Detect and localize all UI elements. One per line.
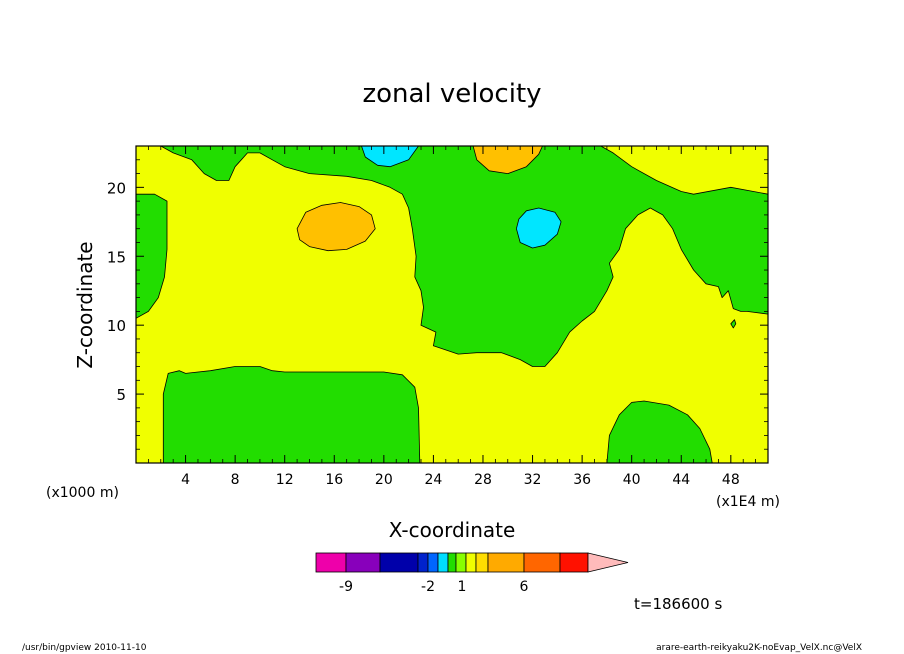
y-axis-label: Z-coordinate (73, 241, 97, 368)
x-tick-label: 24 (424, 472, 442, 488)
y-tick-label: 5 (116, 386, 126, 404)
colorbar-segment (559, 552, 589, 573)
colorbar-segment (487, 552, 525, 573)
contour-region-o1 (472, 145, 543, 175)
x-tick-label: 28 (474, 472, 492, 488)
colorbar-segment (345, 552, 381, 573)
colorbar-label: 6 (520, 579, 529, 595)
footer-right: arare-earth-reikyaku2K-noEvap_VelX.nc@Ve… (656, 643, 862, 653)
colorbar-arrow (587, 552, 629, 573)
y-axis-ticks: 5 10 15 20 (107, 159, 768, 450)
x-tick-label: 20 (375, 472, 393, 488)
colorbar-segment (455, 552, 467, 573)
colorbar-segment (523, 552, 561, 573)
x-axis-ticks: 4 8 12 16 20 24 28 32 36 40 44 48 (147, 146, 757, 488)
colorbar-segment (437, 552, 449, 573)
time-label: t=186600 s (634, 595, 722, 613)
x-tick-label: 48 (722, 472, 740, 488)
colorbar-label: -9 (339, 579, 353, 595)
colorbar-segment (315, 552, 347, 573)
contour-regions (135, 145, 769, 464)
colorbar-segment (427, 552, 439, 573)
y-tick-label: 20 (107, 179, 126, 197)
x-tick-label: 4 (181, 472, 190, 488)
colorbar-label: -2 (421, 579, 435, 595)
contour-region-g2 (135, 193, 168, 319)
y-tick-label: 15 (107, 248, 126, 266)
x-tick-label: 8 (231, 472, 240, 488)
x-axis-label: X-coordinate (389, 518, 516, 542)
colorbar-segment (475, 552, 489, 573)
chart-title: zonal velocity (362, 79, 541, 109)
colorbar-segment (379, 552, 419, 573)
colorbar-label: 1 (458, 579, 467, 595)
x-tick-label: 44 (672, 472, 690, 488)
footer-left: /usr/bin/gpview 2010-11-10 (22, 643, 147, 653)
contour-region-c2 (516, 207, 562, 249)
contour-region-o2 (296, 202, 376, 252)
colorbar-segment (447, 552, 457, 573)
plot-frame (135, 145, 769, 464)
y-tick-label: 10 (107, 317, 126, 335)
y-unit-label: (x1000 m) (46, 485, 119, 501)
colorbar-segment (417, 552, 429, 573)
contour-region-g3 (162, 366, 421, 464)
x-tick-label: 12 (276, 472, 294, 488)
x-tick-label: 36 (573, 472, 591, 488)
x-tick-label: 32 (524, 472, 542, 488)
contour-region-g4 (606, 400, 713, 464)
colorbar-segment (465, 552, 477, 573)
colorbar: -9 -2 1 6 (315, 552, 629, 595)
contour-region-g5 (730, 319, 737, 329)
x-tick-label: 16 (325, 472, 343, 488)
contour-region-g1 (135, 145, 769, 367)
x-tick-label: 40 (623, 472, 641, 488)
x-unit-label: (x1E4 m) (716, 494, 780, 510)
